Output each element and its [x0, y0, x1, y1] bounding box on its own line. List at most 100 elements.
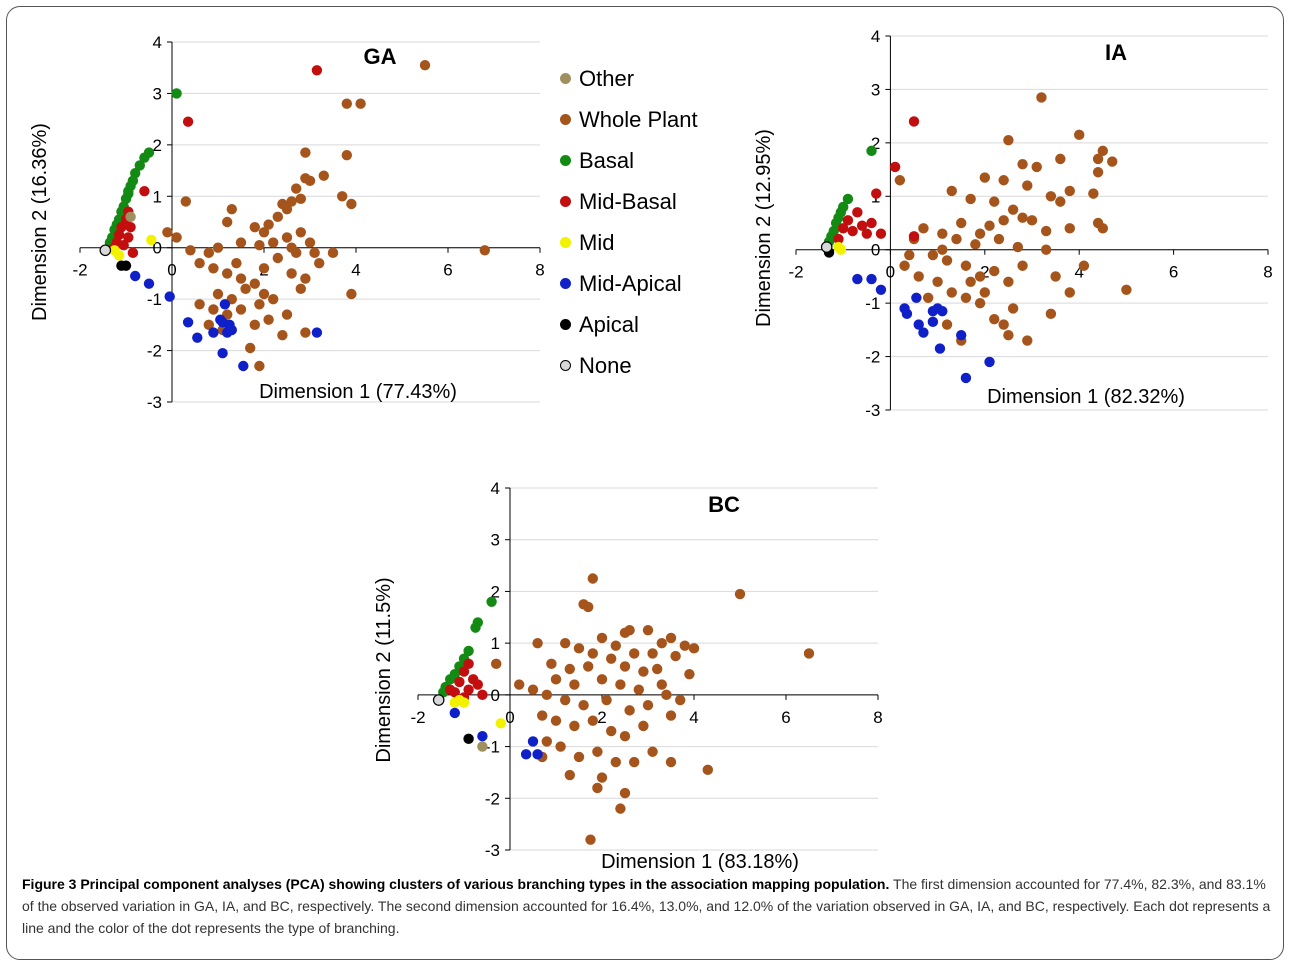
point-whole-plant [346, 288, 357, 300]
point-whole-plant [541, 736, 552, 747]
point-whole-plant [1026, 215, 1038, 226]
point-whole-plant [341, 98, 352, 109]
point-basal [470, 622, 481, 633]
point-whole-plant [249, 319, 260, 331]
point-basal [486, 596, 497, 607]
point-whole-plant [688, 643, 700, 654]
point-whole-plant [998, 215, 1009, 226]
legend-marker [560, 196, 571, 207]
legend-label: None [579, 352, 632, 378]
legend-item-other: Other [560, 58, 698, 99]
x-tick-label: 8 [535, 261, 544, 280]
point-mid-apical [911, 292, 922, 303]
point-whole-plant [268, 237, 279, 248]
point-whole-plant [355, 98, 366, 109]
point-whole-plant [951, 233, 962, 245]
point-whole-plant [254, 299, 265, 310]
point-whole-plant [585, 834, 596, 845]
point-mid [113, 250, 125, 261]
point-mid-apical [527, 736, 539, 747]
point-mid-apical [937, 305, 948, 317]
point-whole-plant [245, 342, 256, 354]
point-mid-apical [192, 332, 203, 343]
point-whole-plant [546, 658, 557, 670]
point-whole-plant [327, 247, 339, 259]
point-whole-plant [569, 720, 580, 732]
point-whole-plant [1007, 303, 1019, 314]
legend-item-mid-apical: Mid-Apical [560, 263, 698, 304]
point-mid-basal [847, 225, 858, 237]
point-whole-plant [541, 689, 552, 701]
point-whole-plant [203, 247, 214, 259]
point-whole-plant [286, 242, 297, 253]
point-whole-plant [1088, 188, 1099, 199]
point-whole-plant [984, 220, 995, 231]
point-whole-plant [314, 257, 325, 269]
point-whole-plant [596, 632, 608, 644]
point-whole-plant [665, 756, 677, 768]
point-whole-plant [734, 588, 746, 600]
point-mid-basal [842, 215, 854, 226]
y-tick-label: 2 [153, 136, 162, 155]
point-whole-plant [235, 304, 247, 315]
point-mid-apical [182, 317, 194, 328]
point-mid-apical [913, 319, 924, 330]
point-whole-plant [922, 292, 934, 303]
point-mid-apical [143, 278, 155, 289]
y-axis-label: Dimension 2 (16.36%) [29, 123, 51, 321]
legend-marker [560, 114, 571, 125]
point-mid-apical [164, 291, 175, 302]
x-axis-label: Dimension 1 (77.43%) [259, 381, 457, 403]
legend-label: Whole Plant [579, 106, 698, 132]
point-mid-basal [908, 116, 920, 127]
point-whole-plant [606, 653, 617, 664]
x-tick-label: 0 [886, 263, 895, 282]
figure-frame [6, 6, 1284, 960]
point-whole-plant [295, 283, 306, 295]
x-tick-label: 2 [597, 708, 606, 727]
point-whole-plant [1007, 204, 1019, 215]
x-tick-label: 6 [781, 708, 790, 727]
y-axis-label: Dimension 2 (12.95%) [753, 129, 775, 327]
point-whole-plant [946, 287, 957, 298]
point-whole-plant [1074, 129, 1085, 141]
point-mid-apical [226, 324, 237, 336]
legend-item-apical: Apical [560, 304, 698, 345]
legend-item-whole-plant: Whole Plant [560, 99, 698, 140]
point-whole-plant [624, 705, 635, 716]
point-whole-plant [222, 268, 233, 279]
point-mid-apical [984, 356, 995, 368]
point-whole-plant [263, 219, 274, 230]
point-whole-plant [337, 191, 348, 202]
point-whole-plant [171, 232, 182, 243]
point-basal [842, 193, 854, 205]
point-whole-plant [652, 663, 663, 675]
point-mid-basal [311, 65, 323, 76]
y-tick-label: 0 [871, 241, 880, 260]
x-tick-label: 6 [443, 261, 452, 280]
point-whole-plant [258, 288, 270, 300]
point-whole-plant [1003, 330, 1014, 341]
point-whole-plant [1092, 167, 1104, 178]
point-whole-plant [583, 661, 594, 672]
point-mid-basal [127, 247, 139, 259]
point-other [477, 741, 488, 752]
point-whole-plant [974, 297, 986, 309]
point-whole-plant [596, 674, 608, 685]
x-tick-label: 8 [873, 708, 882, 727]
point-mid [458, 697, 470, 708]
x-tick-label: 4 [1074, 263, 1083, 282]
point-mid-basal [866, 217, 877, 229]
point-whole-plant [974, 271, 986, 282]
point-whole-plant [629, 648, 640, 659]
point-mid-apical [208, 327, 219, 338]
point-mid-basal [463, 684, 474, 695]
point-mid-basal [458, 666, 470, 677]
point-whole-plant [1022, 180, 1033, 191]
point-whole-plant [532, 637, 543, 649]
point-whole-plant [899, 260, 910, 271]
point-whole-plant [1022, 335, 1033, 346]
point-mid-apical [918, 327, 929, 338]
x-tick-label: 2 [980, 263, 989, 282]
